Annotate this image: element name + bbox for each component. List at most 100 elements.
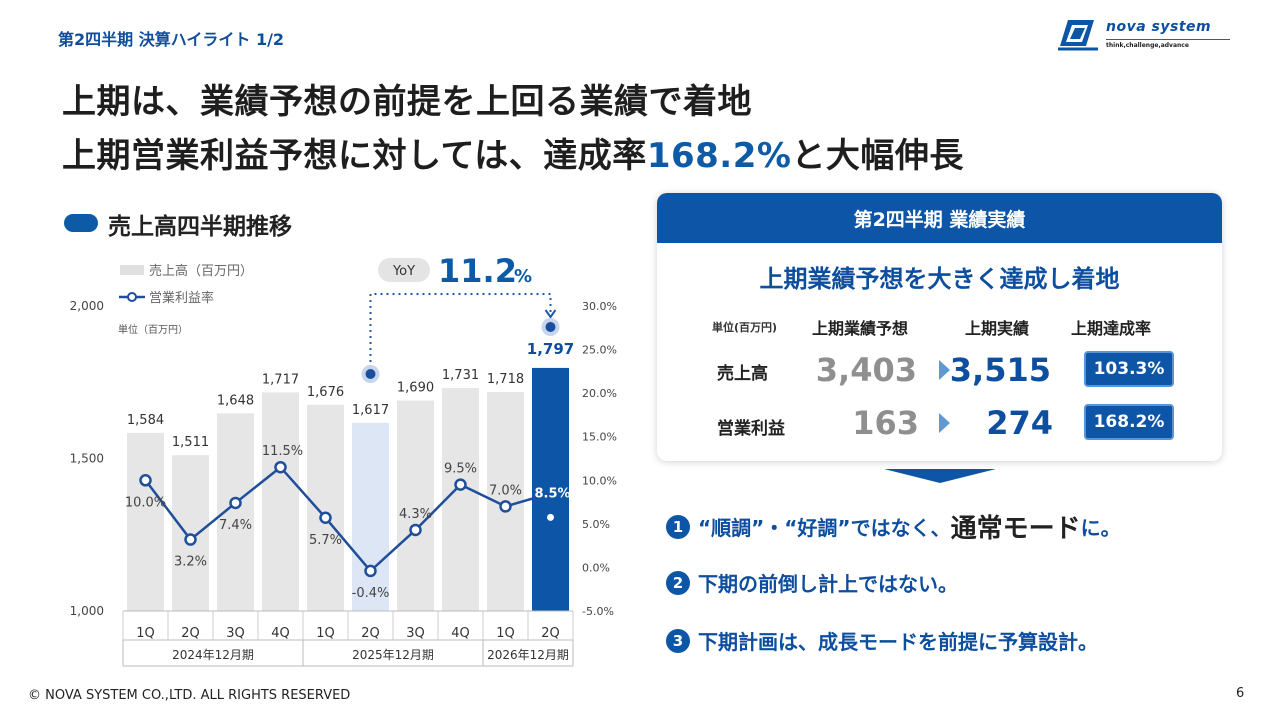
legend-bar-label: 売上高（百万円） — [149, 263, 253, 279]
x-tick-label: 2Q — [361, 626, 380, 641]
yoy-value: 11.2 — [438, 252, 517, 290]
y-left-tick-label: 2,000 — [70, 299, 104, 313]
headline-line-1: 上期は、業績予想の前提を上回る業績で着地 — [62, 82, 752, 122]
point-number-badge: 2 — [666, 570, 690, 595]
down-arrow-icon — [884, 469, 996, 483]
y-left-tick-label: 1,000 — [70, 604, 104, 618]
sales-bar — [172, 455, 209, 611]
row-label-operating-profit: 営業利益 — [717, 419, 785, 439]
headline-line-2-text: 上期営業利益予想に対しては、達成率 — [62, 136, 647, 176]
margin-label: 7.4% — [219, 518, 252, 533]
sales-bar-label: 1,648 — [217, 393, 254, 408]
profit-plan-value: 163 — [852, 404, 919, 442]
margin-point — [274, 460, 287, 474]
x-tick-label: 3Q — [406, 626, 425, 641]
logo-mark-icon — [1058, 20, 1098, 51]
arrow-right-icon — [939, 413, 950, 433]
sales-bar-label: 1,717 — [262, 372, 299, 387]
yoy-to-dot — [545, 322, 556, 332]
x-tick-label: 3Q — [226, 626, 245, 641]
sales-bar — [532, 367, 569, 611]
sales-bar-label: 1,718 — [487, 372, 524, 387]
margin-label: 3.2% — [174, 555, 207, 570]
margin-label: 8.5% — [534, 486, 570, 501]
point-number-badge: 1 — [666, 514, 690, 539]
sales-plan-value: 3,403 — [815, 351, 917, 389]
x-tick-label: 4Q — [271, 626, 290, 641]
key-point-1: 1 “順調”・“好調”ではなく、 通常モード に。 — [666, 508, 1121, 545]
x-tick-label: 1Q — [316, 626, 335, 641]
results-panel-title: 第2四半期 業績実績 — [657, 193, 1222, 243]
sales-bar — [442, 388, 479, 611]
margin-label: 5.7% — [309, 533, 342, 548]
margin-point — [319, 511, 332, 525]
sales-bar — [262, 392, 299, 611]
col-header-actual: 上期実績 — [965, 319, 1030, 338]
logo-tagline: think,challenge,advance — [1106, 42, 1189, 49]
copyright: © NOVA SYSTEM CO.,LTD. ALL RIGHTS RESERV… — [28, 688, 351, 703]
point-text: 下期の前倒し計上ではない。 — [698, 572, 958, 596]
yoy-arrowhead-icon — [544, 309, 557, 319]
y-right-tick-label: 0.0% — [582, 561, 610, 574]
page-number: 6 — [1236, 686, 1245, 701]
y-left-tick-label: 1,500 — [70, 452, 104, 466]
results-panel: 第2四半期 業績実績 上期業績予想を大きく達成し着地 単位(百万円) 上期業績予… — [657, 193, 1222, 461]
margin-line — [144, 465, 551, 573]
company-logo: nova system think,challenge,advance — [1058, 18, 1230, 58]
margin-point — [184, 533, 197, 546]
sales-bar-label: 1,690 — [397, 381, 434, 396]
margin-label: 11.5% — [262, 444, 303, 459]
sales-bar-label: 1,731 — [442, 368, 479, 383]
margin-point — [229, 496, 242, 510]
results-panel-subtitle: 上期業績予想を大きく達成し着地 — [759, 265, 1120, 293]
sales-bar — [307, 404, 344, 611]
point-text: 下期計画は、成長モードを前提に予算設計。 — [698, 630, 1098, 654]
y-right-tick-label: -5.0% — [582, 605, 614, 618]
col-header-rate: 上期達成率 — [1071, 319, 1152, 338]
x-tick-label: 2Q — [181, 626, 200, 641]
margin-point — [364, 564, 377, 578]
headline-accent-rate: 168.2% — [646, 136, 792, 176]
legend-line-marker — [127, 292, 137, 302]
headline-line-2-suffix: と大幅伸長 — [791, 136, 964, 176]
profit-actual-value: 274 — [986, 404, 1053, 442]
sales-bar-label: 1,584 — [127, 413, 164, 428]
yoy-unit: % — [514, 266, 532, 287]
chart-heading-marker — [64, 214, 98, 232]
point-suffix: に。 — [1080, 516, 1121, 540]
col-header-plan: 上期業績予想 — [812, 319, 909, 338]
point-text: “順調”・“好調”ではなく、 — [698, 516, 951, 540]
period-label: 2026年12月期 — [487, 648, 569, 662]
x-tick-label: 1Q — [136, 626, 155, 641]
period-label: 2024年12月期 — [172, 648, 254, 662]
margin-label: 9.5% — [444, 462, 477, 477]
chart-heading: 売上高四半期推移 — [108, 214, 292, 240]
key-point-3: 3 下期計画は、成長モードを前提に予算設計。 — [666, 626, 1098, 655]
margin-label: -0.4% — [352, 586, 390, 601]
sales-bar-label: 1,511 — [172, 435, 209, 450]
sales-bar-label: 1,797 — [527, 340, 574, 358]
y-right-tick-label: 25.0% — [582, 344, 617, 357]
margin-point — [499, 500, 512, 513]
margin-point — [454, 478, 467, 491]
point-number-badge: 3 — [666, 628, 690, 653]
y-right-tick-label: 30.0% — [582, 300, 617, 313]
y-right-tick-label: 10.0% — [582, 474, 617, 487]
sales-bar — [352, 422, 389, 611]
margin-label: 4.3% — [399, 507, 432, 522]
row-label-sales: 売上高 — [717, 364, 768, 384]
margin-label: 10.0% — [125, 495, 166, 510]
sales-bar-label: 1,617 — [352, 403, 389, 418]
margin-point — [547, 513, 554, 521]
yoy-from-dot — [365, 369, 376, 379]
chart-unit-note: 単位（百万円） — [118, 323, 188, 336]
logo-divider — [1106, 39, 1230, 40]
sales-bar-label: 1,676 — [307, 385, 344, 400]
profit-rate-badge: 168.2% — [1084, 404, 1174, 440]
x-tick-label: 1Q — [496, 626, 515, 641]
x-tick-label: 2Q — [541, 626, 560, 641]
y-right-tick-label: 15.0% — [582, 431, 617, 444]
sales-rate-badge: 103.3% — [1084, 351, 1174, 387]
margin-label: 7.0% — [489, 483, 522, 498]
